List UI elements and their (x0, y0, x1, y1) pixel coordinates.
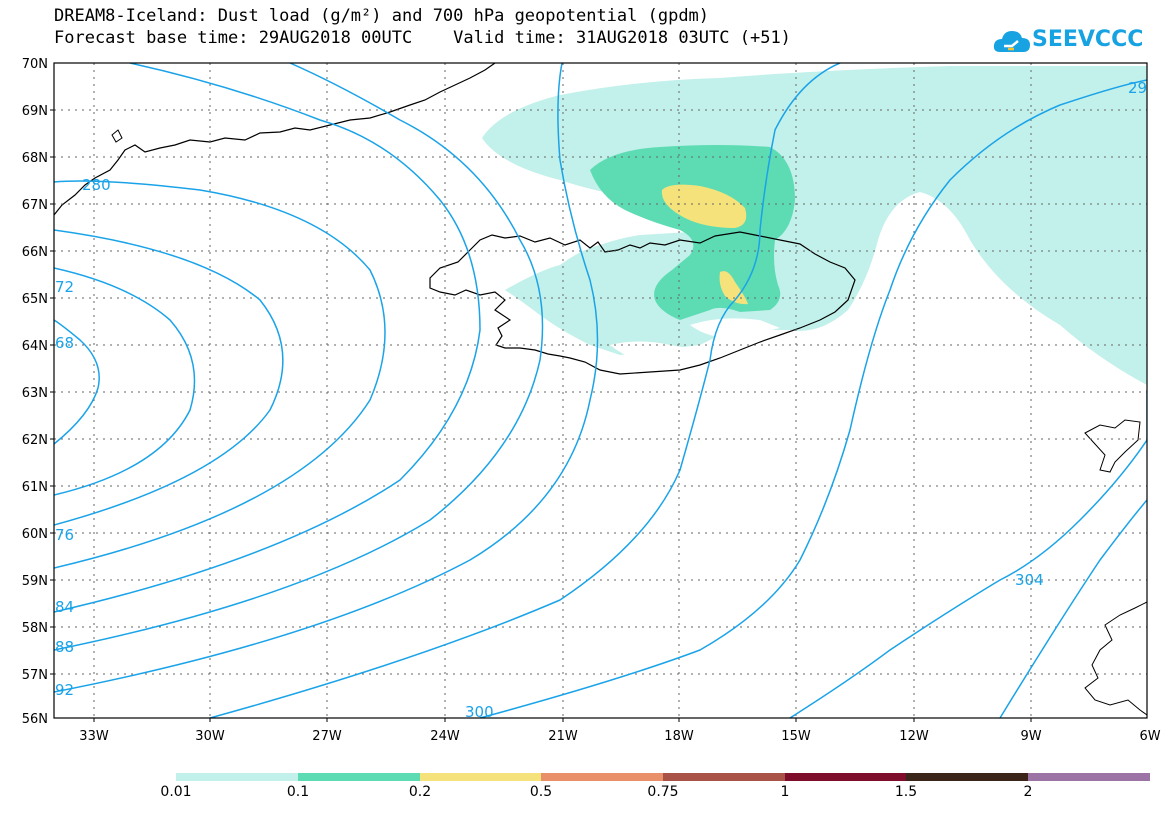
map-subtitle: Forecast base time: 29AUG2018 00UTC Vali… (54, 28, 791, 48)
lon-label: 6W (1139, 729, 1160, 744)
contour-line (54, 229, 284, 526)
lon-label: 12W (899, 729, 929, 744)
colorbar-label: 1.5 (894, 784, 918, 800)
faroe-coastline (1084, 419, 1141, 473)
colorbar-segment (663, 773, 785, 781)
map-title: DREAM8-Iceland: Dust load (g/m²) and 700… (54, 6, 710, 26)
axis-ticks (50, 109, 1032, 722)
dust-region-high-2 (719, 271, 748, 305)
colorbar (176, 773, 1150, 781)
contour-line (789, 390, 1147, 718)
colorbar-segment (906, 773, 1028, 781)
lon-label: 21W (548, 729, 578, 744)
lon-label: 24W (430, 729, 460, 744)
map-frame (53, 62, 1148, 719)
lat-label: 59N (22, 574, 48, 589)
lat-label: 64N (22, 339, 48, 354)
lon-label: 9W (1020, 729, 1041, 744)
logo-text: SEEVCCC (1032, 27, 1144, 52)
contour-label: 68 (55, 334, 74, 352)
lat-label: 60N (22, 527, 48, 542)
lat-label: 70N (22, 57, 48, 72)
longitude-labels: 33W 30W 27W 24W 21W 18W 15W 12W 9W 6W (79, 729, 1160, 744)
contour-line (209, 63, 841, 718)
lat-label: 58N (22, 621, 48, 636)
contour-label: 29 (1128, 79, 1147, 97)
contour-label: 88 (55, 638, 74, 656)
contour-line (54, 180, 386, 569)
lat-label: 61N (22, 480, 48, 495)
contour-labels: 280 72 68 76 84 88 92 300 304 29 (55, 79, 1147, 721)
colorbar-label: 0.5 (529, 784, 553, 800)
dust-region-high (661, 184, 747, 228)
lat-label: 57N (22, 668, 48, 683)
contour-line (54, 63, 544, 651)
lon-label: 30W (195, 729, 225, 744)
contour-label: 304 (1015, 571, 1044, 589)
contour-label: 92 (55, 681, 74, 699)
grid (54, 63, 1147, 718)
latitude-labels: 70N 69N 68N 67N 66N 65N 64N 63N 62N 61N … (22, 57, 48, 727)
colorbar-label: 2 (1023, 784, 1033, 800)
lat-label: 68N (22, 151, 48, 166)
colorbar-segment (420, 773, 541, 781)
lat-label: 66N (22, 245, 48, 260)
contour-line (54, 319, 100, 445)
lon-label: 33W (79, 729, 109, 744)
colorbar-label: 0.01 (160, 784, 192, 800)
colorbar-label: 0.75 (647, 784, 679, 800)
contour-label: 84 (55, 598, 74, 616)
contour-line (54, 63, 599, 693)
scotland-coastline (1084, 601, 1148, 716)
colorbar-segment (298, 773, 420, 781)
colorbar-label: 1 (780, 784, 790, 800)
colorbar-segment (176, 773, 298, 781)
iceland-coastline (429, 231, 856, 375)
colorbar-segment (785, 773, 906, 781)
colorbar-segment (541, 773, 663, 781)
colorbar-label: 0.1 (286, 784, 310, 800)
dust-region-medium (590, 145, 795, 320)
contour-label: 72 (55, 278, 74, 296)
geopotential-contours (54, 63, 1147, 718)
greenland-coastline (53, 62, 496, 216)
lat-label: 65N (22, 292, 48, 307)
colorbar-label: 0.2 (408, 784, 432, 800)
contour-label: 300 (465, 703, 494, 721)
dust-region-low (482, 66, 1147, 385)
contour-line (54, 63, 481, 613)
contour-line (54, 267, 196, 496)
lat-label: 62N (22, 433, 48, 448)
lon-label: 15W (781, 729, 811, 744)
contour-line (999, 499, 1147, 718)
contour-line (479, 79, 1147, 718)
lat-label: 63N (22, 386, 48, 401)
lat-label: 67N (22, 198, 48, 213)
contour-label: 280 (82, 176, 111, 194)
lat-label: 69N (22, 104, 48, 119)
lon-label: 27W (312, 729, 342, 744)
colorbar-segment (1028, 773, 1150, 781)
lon-label: 18W (664, 729, 694, 744)
cloud-icon (993, 31, 1030, 52)
lat-label: 56N (22, 712, 48, 727)
contour-label: 76 (55, 526, 74, 544)
